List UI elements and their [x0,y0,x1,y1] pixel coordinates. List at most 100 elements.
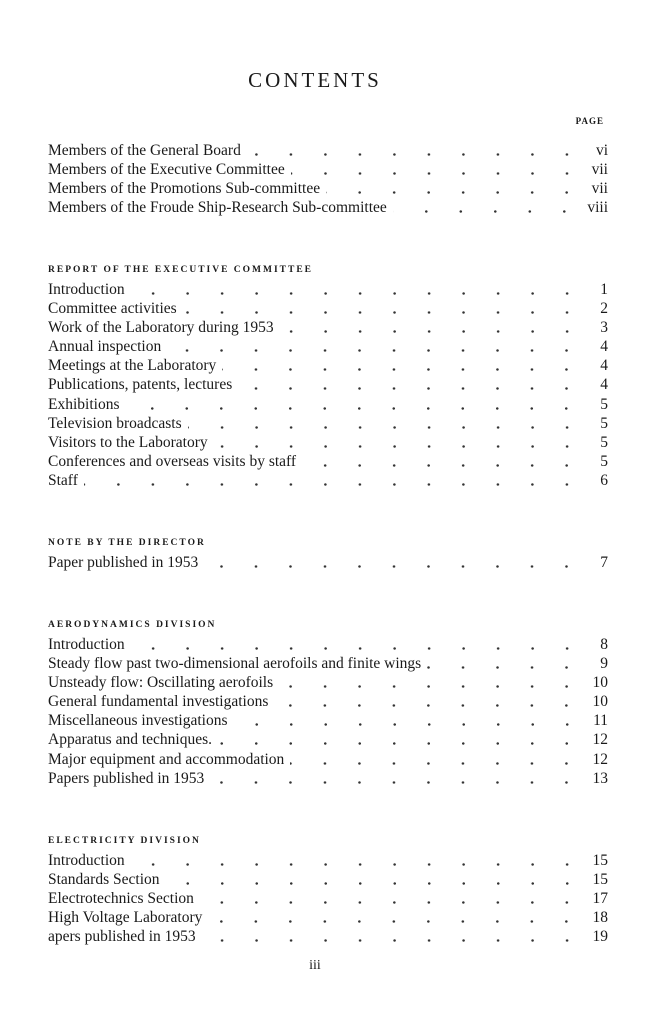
section-electricity: ELECTRICITY DIVISION Introduction 15 Standa… [48,831,609,947]
dot-leader [130,280,584,299]
dot-leader [326,179,584,199]
page-column-header: PAGE [575,116,604,126]
dot-leader [204,553,584,572]
dot-leader [182,299,584,319]
toc-entry: Apparatus and techniques. 12 [48,730,609,750]
dot-leader [279,673,584,693]
dot-leader [279,318,584,338]
entry-page: 12 [592,731,609,749]
dot-leader [130,635,584,654]
toc-entry: Papers published in 1953 13 [48,768,608,788]
dot-leader [125,394,584,414]
dot-leader [392,198,582,218]
page-title: CONTENTS [248,68,382,92]
entry-page: 10 [592,693,609,711]
entry-label: Papers published in 1953 [48,769,205,787]
toc-entry: Exhibitions 5 [48,394,608,414]
dot-leader [218,730,584,750]
dot-leader [199,889,584,909]
entry-page: 2 [600,300,608,318]
toc-entry: Members of the General Board vi [48,141,608,160]
toc-entry: Introduction 15 [48,851,608,870]
entry-label: Introduction [48,852,125,869]
entry-page: 8 [600,636,608,653]
toc-entry: Paper published in 1953 7 [48,553,608,572]
entry-page: 5 [600,395,608,413]
dot-leader [213,432,584,452]
entry-page: 5 [600,433,608,451]
entry-label: Standards Section [48,871,160,889]
entry-page: 5 [600,414,608,432]
dot-leader [302,451,584,471]
entry-page: vii [591,180,608,198]
dot-leader [427,654,584,674]
entry-label: Paper published in 1953 [48,554,199,571]
dot-leader [290,160,584,180]
toc-entry: Television broadcasts 5 [48,413,608,433]
entry-label: Meetings at the Laboratory [48,357,217,375]
section-heading: NOTE BY THE DIRECTOR [48,538,206,548]
entry-page: 9 [600,655,608,673]
dot-leader [201,927,584,947]
entry-page: 7 [600,554,608,571]
entry-page: 4 [600,357,608,375]
toc-entry: General fundamental investigations 10 [48,692,609,712]
section-heading: REPORT OF THE EXECUTIVE COMMITTEE [48,265,314,275]
toc-entry: Electrotechnics Section 17 [48,889,609,909]
entry-page: 5 [600,452,608,470]
toc-entry: Conferences and overseas visits by staff… [48,451,608,471]
entry-label: Members of the General Board [48,142,241,159]
entry-label: Introduction [48,636,125,653]
entry-label: Work of the Laboratory during 1953 [48,319,274,337]
entry-label: Publications, patents, lectures [48,376,233,394]
entry-label: Members of the Froude Ship-Research Sub-… [48,199,387,217]
toc-entry: Work of the Laboratory during 1953 3 [48,318,608,338]
entry-label: Electrotechnics Section [48,890,194,908]
entry-page: 15 [592,852,609,869]
section-aerodynamics: AERODYNAMICS DIVISION Introduction 8 Steady… [48,615,608,788]
entry-page: 19 [592,928,609,946]
entry-page: 17 [592,890,609,908]
section-executive-committee: REPORT OF THE EXECUTIVE COMMITTEE Introdu… [48,260,608,490]
entry-label: Television broadcasts [48,414,182,432]
toc-entry: Members of the Froude Ship-Research Sub-… [48,198,608,218]
dot-leader [246,141,584,160]
section-heading: AERODYNAMICS DIVISION [48,620,217,630]
entry-page: 6 [600,471,608,489]
dot-leader [167,337,584,357]
entry-label: Members of the Promotions Sub-committee [48,180,321,198]
entry-label: General fundamental investigations [48,693,269,711]
dot-leader [210,768,584,788]
entry-page: viii [587,199,608,217]
entry-label: Annual inspection [48,338,162,356]
dot-leader [222,356,584,376]
dot-leader [238,375,584,395]
entry-page: 15 [592,871,609,889]
toc-entry: Members of the Executive Committee vii [48,160,608,180]
entry-page: 11 [593,712,608,730]
entry-label: High Voltage Laboratory [48,909,203,927]
toc-entry: Meetings at the Laboratory 4 [48,356,608,376]
dot-leader [83,470,584,490]
entry-label: Staff [48,471,78,489]
entry-page: vi [595,142,608,159]
toc-entry: Miscellaneous investigations 11 [48,711,608,731]
dot-leader [274,692,584,712]
toc-entry: Major equipment and accommodation 12 [48,749,608,769]
dot-leader [130,851,584,870]
entry-label: Steady flow past two-dimensional aerofoi… [48,655,422,673]
dot-leader [208,908,584,928]
entry-page: vii [591,161,608,179]
toc-entry: apers published in 1953 19 [48,927,609,947]
dot-leader [187,413,584,433]
entry-label: Miscellaneous investigations [48,712,228,730]
toc-entry: Standards Section 15 [48,870,609,890]
toc-entry: Introduction 1 [48,280,608,299]
entry-label: Apparatus and techniques. [48,731,212,749]
entry-label: apers published in 1953 [48,928,196,946]
entry-label: Major equipment and accommodation [48,750,285,768]
entry-page: 1 [600,281,608,298]
entry-page: 18 [592,909,609,927]
entry-page: 3 [600,319,608,337]
